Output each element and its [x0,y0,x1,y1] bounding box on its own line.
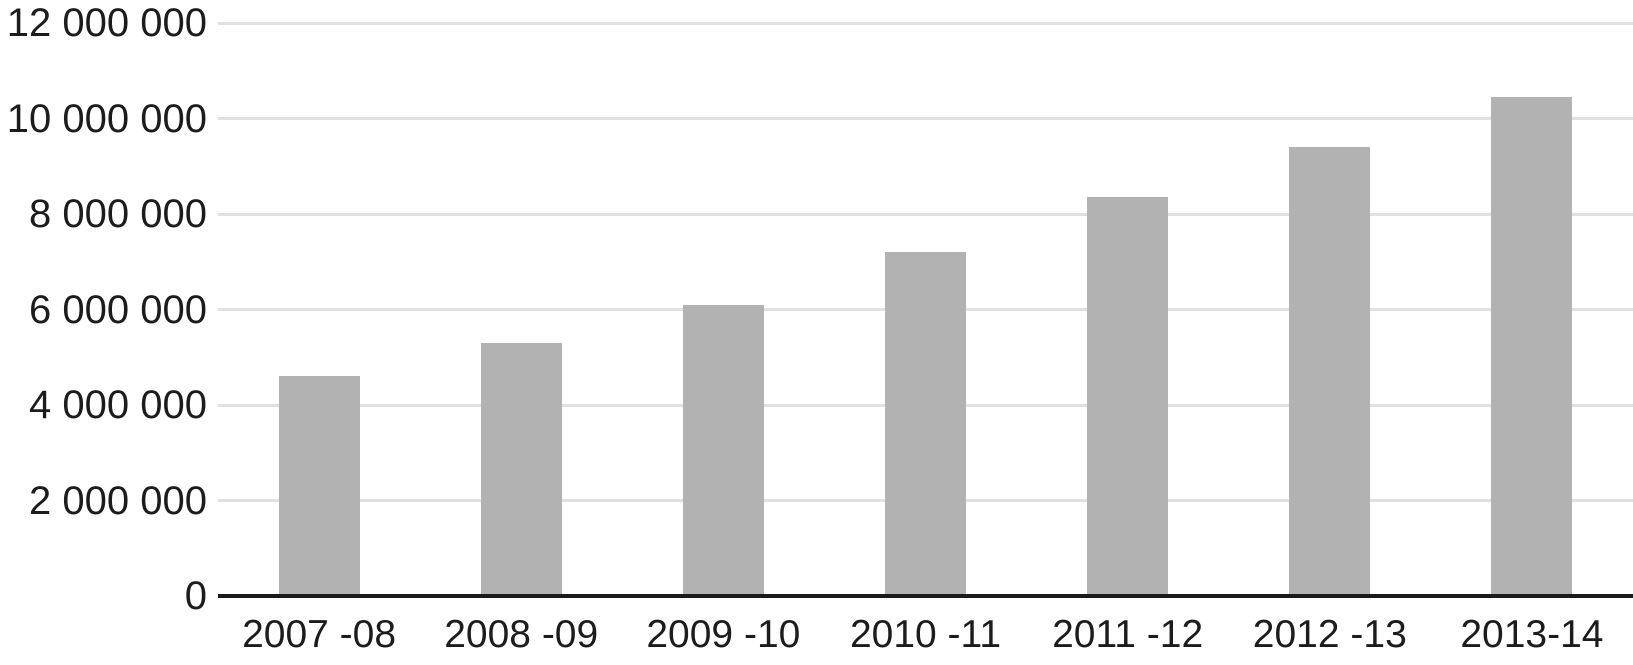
x-axis-category-label: 2009 -10 [646,613,801,656]
bar-2013-14 [1491,97,1573,596]
y-axis-tick-label: 12 000 000 [6,1,207,45]
x-axis-line [218,594,1633,598]
y-axis-tick-label: 4 000 000 [29,383,207,427]
bar-2012-13 [1289,147,1371,596]
gridline-10000000 [218,117,1633,120]
y-axis-tick-label: 8 000 000 [29,192,207,236]
x-axis-category-label: 2007 -08 [242,613,397,656]
x-axis-category-label: 2011 -12 [1052,613,1204,656]
y-axis-tick-label: 10 000 000 [6,96,207,141]
gridline-8000000 [218,212,1633,216]
y-axis-tick-label: 2 000 000 [29,478,207,523]
gridline-12000000 [218,21,1633,25]
bar-2008-09 [480,342,562,596]
y-axis-tick-label: 6 000 000 [29,287,207,332]
bar-2011-12 [1087,197,1169,596]
x-axis-category-label: 2012 -13 [1252,613,1407,656]
bar-2010-11 [885,252,966,596]
y-axis-tick-label: 0 [184,574,207,618]
bar-2007-08 [278,376,360,596]
x-axis-category-label: 2008 -09 [444,613,599,656]
bar-2009-10 [682,304,764,596]
x-axis-category-label: 2010 -11 [849,613,1002,656]
x-axis-category-label: 2013-14 [1460,613,1604,656]
